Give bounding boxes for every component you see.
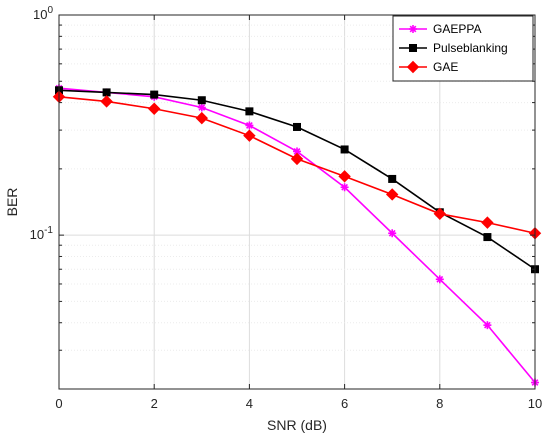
diamond-marker (406, 60, 420, 74)
diamond-marker (100, 95, 113, 108)
square-marker (245, 107, 254, 116)
axes: 0 2 4 6 8 10 100 10-1 (30, 5, 543, 411)
series-gae-group (52, 90, 542, 240)
diamond-marker (195, 111, 209, 125)
diamond-marker (433, 207, 447, 221)
asterisk-stroke (341, 183, 348, 191)
legend-item: GAEPPA (399, 22, 481, 36)
asterisk-stroke (436, 275, 444, 283)
x-axis-label: SNR (dB) (267, 417, 327, 433)
square-marker (483, 233, 492, 242)
diamond-marker (481, 216, 494, 229)
asterisk-stroke (198, 104, 206, 111)
legend-item: Pulseblanking (399, 41, 508, 55)
diamond-marker (243, 129, 256, 142)
asterisk-stroke (484, 321, 491, 329)
asterisk-stroke (246, 122, 253, 129)
asterisk-stroke (388, 229, 396, 237)
asterisk-marker (409, 25, 417, 33)
square-marker (388, 174, 397, 183)
asterisk-marker (340, 183, 349, 192)
asterisk-marker (197, 103, 206, 112)
asterisk-stroke (293, 148, 301, 155)
x-tick-label: 0 (55, 396, 62, 411)
diamond-marker (290, 152, 304, 166)
square-marker (150, 90, 159, 99)
asterisk-marker (483, 321, 492, 330)
square-marker (293, 122, 301, 131)
grid (58, 15, 536, 390)
y-tick-label: 100 (33, 5, 53, 22)
plot-frame (58, 14, 536, 390)
diamond-marker (385, 188, 399, 201)
diamond-marker (338, 170, 351, 183)
square-marker (197, 96, 206, 105)
legend: GAEPPA Pulseblanking GAE (392, 15, 534, 82)
square-marker (409, 44, 417, 52)
y-axis-label: BER (4, 188, 20, 217)
x-tick-label: 4 (246, 396, 253, 411)
y-tick-label: 10-1 (30, 225, 54, 242)
x-tick-label: 6 (341, 396, 348, 411)
x-tick-label: 10 (528, 396, 542, 411)
asterisk-marker (388, 229, 397, 238)
legend-label: GAE (433, 60, 458, 74)
legend-label: Pulseblanking (433, 41, 508, 55)
square-marker (340, 145, 349, 154)
asterisk-stroke (409, 25, 417, 33)
x-tick-label: 2 (151, 396, 158, 411)
legend-label: GAEPPA (433, 22, 481, 36)
square-marker (102, 88, 111, 97)
asterisk-marker (245, 121, 254, 130)
diamond-marker (147, 102, 161, 115)
asterisk-marker (435, 275, 444, 284)
legend-item: GAE (399, 60, 458, 74)
x-tick-label: 8 (436, 396, 443, 411)
